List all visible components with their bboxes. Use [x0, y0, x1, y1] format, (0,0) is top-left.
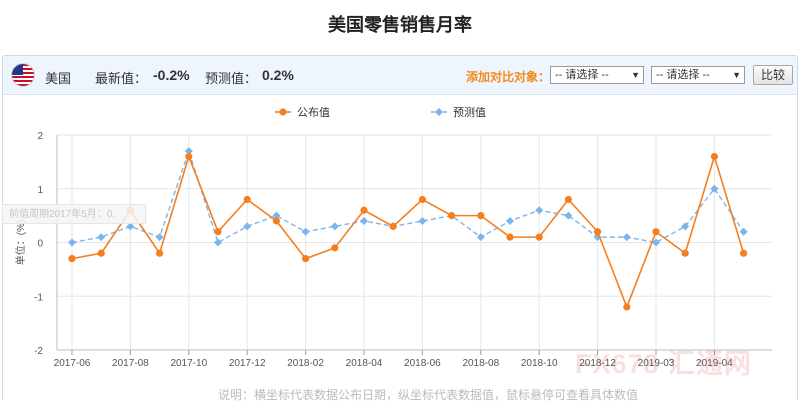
forecast-series-line: [71, 148, 745, 244]
legend-actual: 公布值: [275, 106, 330, 119]
forecast-point: [476, 233, 485, 242]
forecast-point: [68, 238, 76, 247]
comparison-select-2-value: -- 请选择 --: [656, 69, 710, 81]
legend-marker: [435, 108, 443, 116]
actual-point: [740, 249, 748, 257]
x-tick-label: 2017-08: [112, 358, 149, 369]
actual-point: [68, 255, 76, 263]
forecast-point: [652, 238, 660, 247]
actual-point: [331, 244, 339, 252]
us-flag-icon: [12, 64, 34, 86]
forecast-point: [330, 222, 339, 231]
x-tick-label: 2017-10: [170, 358, 207, 369]
forecast-point: [214, 238, 222, 247]
forecast-point: [739, 227, 748, 236]
footer-note: 说明：横坐标代表数据公布日期，纵坐标代表数据值，鼠标悬停可查看具体数值: [218, 388, 639, 402]
add-comparison-label: 添加对比对象：: [466, 70, 551, 84]
comparison-select-2[interactable]: -- 请选择 -- ▼: [651, 66, 745, 84]
x-tick-label: 2018-08: [462, 358, 499, 369]
forecast-point: [126, 222, 135, 231]
forecast-point: [155, 233, 164, 242]
forecast-point: [418, 217, 427, 225]
watermark: FX678 汇通网: [575, 349, 753, 379]
x-tick-label: 2017-06: [54, 358, 91, 369]
x-tick-label: 2019-04: [696, 358, 733, 369]
y-tick-label: -1: [34, 292, 43, 303]
actual-point: [243, 195, 251, 204]
comparison-select-1-value: -- 请选择 --: [555, 69, 609, 81]
legend-label: 公布值: [297, 106, 330, 119]
y-axis-title: 单位：(%): [14, 220, 27, 266]
chart-panel: 美国 最新值： -0.2% 预测值： 0.2% 添加对比对象： -- 请选择 -…: [2, 55, 798, 400]
actual-point: [272, 217, 280, 225]
forecast-point: [564, 211, 573, 220]
y-tick-label: 0: [37, 239, 43, 250]
forecast-point: [243, 222, 252, 231]
legend: 公布值 预测值: [275, 106, 486, 119]
actual-point: [302, 255, 310, 263]
actual-point: [477, 212, 485, 220]
legend-marker: [279, 108, 287, 116]
actual-point: [623, 303, 631, 311]
forecast-point: [535, 206, 544, 215]
gridlines: [57, 134, 772, 351]
actual-series-line: [71, 153, 745, 310]
forecast-point: [301, 227, 310, 236]
y-tick-label: 1: [37, 185, 43, 196]
x-tick-label: 2018-02: [287, 358, 324, 369]
forecast-point: [272, 211, 281, 220]
forecast-point: [184, 147, 193, 156]
actual-point: [710, 152, 719, 161]
actual-point: [506, 233, 514, 241]
actual-point: [594, 228, 602, 236]
actual-point: [448, 212, 456, 220]
forecast-point: [622, 233, 631, 242]
tooltip-ghost: 前值周期2017年5月：0.: [2, 204, 146, 224]
actual-point: [652, 228, 660, 236]
x-tick-label: 2018-10: [521, 358, 558, 369]
info-bar: 美国 最新值： -0.2% 预测值： 0.2% 添加对比对象： -- 请选择 -…: [3, 56, 797, 95]
x-tick-label: 2018-04: [346, 358, 383, 369]
actual-point: [418, 195, 426, 204]
actual-point: [389, 222, 397, 230]
actual-point: [185, 152, 193, 161]
actual-point: [214, 228, 222, 236]
comparison-select-1[interactable]: -- 请选择 -- ▼: [550, 66, 644, 84]
x-tick-label: 2018-06: [404, 358, 441, 369]
page-title: 美国零售销售月率: [328, 15, 472, 35]
actual-point: [535, 233, 543, 241]
series: [68, 147, 748, 311]
legend-forecast: 预测值: [431, 106, 486, 119]
forecast-value-label: 预测值：: [205, 71, 258, 86]
forecast-point: [506, 217, 514, 225]
x-tick-label: 2019-03: [638, 358, 675, 369]
x-tick-label: 2017-12: [229, 358, 266, 369]
forecast-point: [97, 233, 106, 242]
compare-button[interactable]: 比较: [753, 65, 793, 85]
actual-point: [156, 249, 164, 257]
chevron-down-icon: ▼: [631, 70, 640, 80]
chevron-down-icon: ▼: [732, 70, 741, 80]
latest-value-label: 最新值：: [95, 71, 148, 86]
latest-value: -0.2%: [153, 67, 190, 83]
y-tick-label: -2: [34, 346, 43, 357]
forecast-point: [681, 222, 690, 231]
forecast-value: 0.2%: [262, 67, 294, 83]
y-tick-label: 2: [37, 131, 43, 142]
legend-label: 预测值: [453, 106, 486, 119]
country-name: 美国: [45, 71, 72, 86]
x-tick-label: 2018-12: [579, 358, 616, 369]
axes: 2 1 0 -1 -2 2017-06 2017-08 2017-10 2017-12 2018-…: [14, 131, 772, 369]
actual-point: [564, 195, 573, 204]
actual-point: [97, 249, 105, 257]
forecast-point: [360, 217, 368, 225]
forecast-point: [710, 184, 719, 193]
actual-point: [681, 249, 689, 257]
actual-point: [360, 206, 368, 214]
